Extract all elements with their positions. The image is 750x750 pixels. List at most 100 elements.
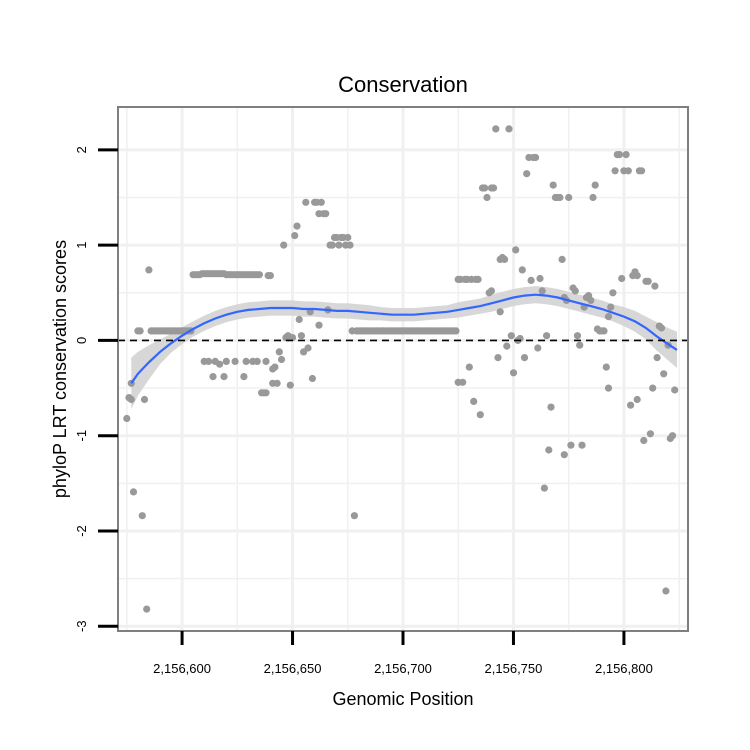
data-point	[277, 355, 286, 364]
data-point	[145, 266, 153, 274]
y-axis: -3 -2 -1 0 1 2	[74, 146, 118, 632]
data-point	[459, 378, 467, 386]
data-point	[273, 379, 281, 387]
y-tick-label: 0	[74, 337, 89, 344]
data-point	[335, 241, 343, 249]
data-point	[262, 357, 270, 365]
data-point	[483, 193, 491, 202]
data-point	[611, 167, 619, 175]
data-point	[262, 389, 270, 397]
data-point	[505, 125, 513, 133]
data-point	[662, 587, 670, 595]
data-point	[560, 451, 568, 459]
data-point	[567, 441, 575, 449]
data-point	[220, 373, 228, 381]
y-tick-label: -3	[74, 620, 89, 632]
data-point	[547, 403, 555, 411]
data-point	[322, 210, 330, 218]
data-point	[512, 246, 520, 254]
data-point	[589, 193, 597, 202]
data-point	[573, 332, 582, 340]
data-point	[302, 198, 310, 206]
x-axis: 2,156,600 2,156,650 2,156,700 2,156,750 2,15…	[153, 631, 653, 676]
data-point	[222, 357, 230, 365]
data-point	[671, 386, 679, 394]
data-point	[618, 274, 626, 283]
data-point	[465, 363, 473, 371]
data-point	[638, 167, 646, 175]
data-point	[532, 153, 540, 162]
data-point	[496, 308, 504, 316]
data-point	[536, 274, 544, 283]
y-tick-label: 1	[74, 241, 89, 248]
data-point	[470, 397, 478, 405]
data-point	[576, 341, 584, 349]
data-point	[328, 241, 336, 249]
data-point	[644, 277, 652, 285]
data-point	[507, 332, 515, 340]
data-point	[344, 233, 352, 242]
x-tick-label: 2,156,600	[153, 661, 211, 676]
x-tick-label: 2,156,700	[374, 661, 432, 676]
confidence-band	[131, 286, 678, 409]
data-point	[129, 488, 138, 496]
data-point	[520, 354, 529, 362]
data-point	[646, 430, 655, 438]
data-point	[609, 289, 617, 297]
data-point	[600, 327, 608, 335]
data-point	[240, 373, 248, 381]
data-point	[487, 287, 495, 295]
data-point	[556, 193, 564, 202]
data-point	[280, 241, 288, 249]
data-point	[209, 373, 217, 381]
data-point	[255, 271, 263, 279]
data-point	[138, 512, 146, 520]
data-point	[587, 296, 595, 304]
data-point	[288, 334, 297, 342]
data-point	[494, 354, 502, 362]
data-point	[143, 605, 151, 613]
data-point	[492, 125, 500, 133]
data-point	[266, 272, 274, 280]
gridlines	[118, 107, 688, 631]
data-point	[627, 401, 635, 409]
data-point	[660, 370, 668, 378]
data-point	[571, 287, 579, 295]
data-point	[549, 181, 557, 189]
data-point	[523, 170, 531, 178]
data-point	[622, 151, 630, 159]
y-tick-label: 2	[74, 146, 89, 153]
data-point	[607, 303, 615, 311]
data-point	[518, 266, 526, 274]
data-point	[624, 167, 632, 175]
data-point	[136, 327, 144, 335]
data-point	[481, 184, 489, 192]
data-point	[205, 357, 213, 365]
data-point	[350, 512, 358, 520]
data-point	[633, 272, 641, 280]
x-tick-label: 2,156,750	[485, 661, 543, 676]
data-point	[565, 193, 573, 202]
y-tick-label: -1	[74, 430, 89, 442]
data-point	[231, 357, 239, 365]
data-point	[509, 369, 518, 377]
data-point	[668, 432, 677, 440]
data-point	[315, 321, 323, 329]
data-point	[474, 275, 482, 283]
data-point	[286, 381, 294, 389]
data-point	[304, 344, 312, 352]
data-point	[543, 332, 551, 340]
smooth-line	[130, 293, 678, 384]
data-point	[271, 363, 279, 371]
chart-title: Conservation	[338, 72, 468, 97]
confidence-band-layer	[131, 286, 678, 409]
data-point	[317, 198, 325, 206]
y-tick-label: -2	[74, 525, 89, 537]
x-tick-label: 2,156,800	[595, 661, 653, 676]
data-point	[604, 384, 613, 392]
data-point	[242, 357, 250, 365]
data-point	[633, 395, 641, 404]
data-point	[653, 354, 661, 362]
data-point	[452, 327, 460, 335]
